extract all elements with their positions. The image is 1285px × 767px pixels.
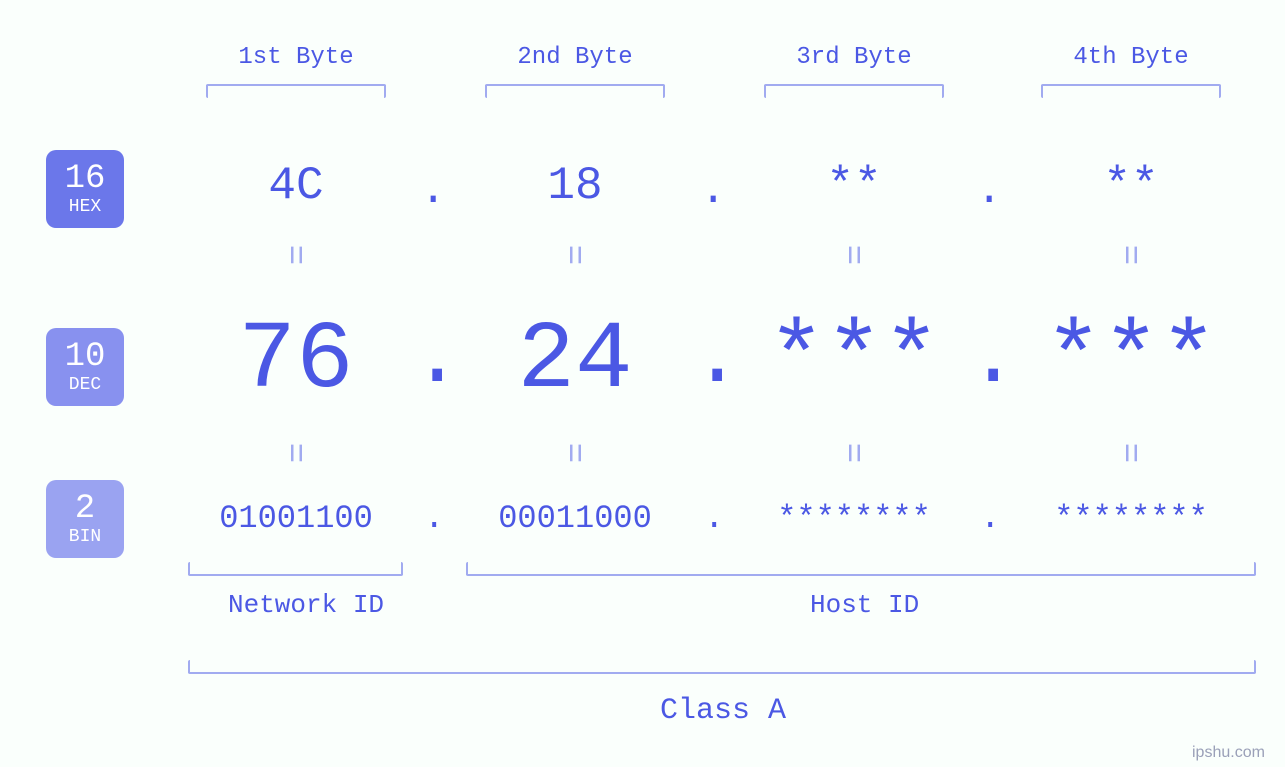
dec-dot-1: . [412, 312, 462, 407]
badge-dec: 10 DEC [46, 328, 124, 406]
bracket-class [188, 660, 1256, 674]
hex-byte-3: ** [794, 160, 914, 212]
bin-byte-4: ******** [1011, 500, 1251, 537]
eq-upper-3: = [832, 245, 870, 265]
byte-label-3: 3rd Byte [794, 44, 914, 71]
label-host: Host ID [810, 590, 919, 620]
badge-hex-num: 16 [65, 162, 106, 196]
bracket-host [466, 562, 1256, 576]
dec-byte-1: 76 [196, 306, 396, 415]
eq-lower-3: = [832, 443, 870, 463]
eq-upper-1: = [274, 245, 312, 265]
badge-bin: 2 BIN [46, 480, 124, 558]
bin-byte-3: ******** [734, 500, 974, 537]
ip-diagram: 1st Byte 2nd Byte 3rd Byte 4th Byte 16 H… [0, 0, 1285, 767]
bin-byte-2: 00011000 [455, 500, 695, 537]
bracket-network [188, 562, 403, 576]
hex-byte-2: 18 [515, 160, 635, 212]
byte-label-1: 1st Byte [236, 44, 356, 71]
eq-lower-2: = [553, 443, 591, 463]
hex-byte-1: 4C [236, 160, 356, 212]
eq-upper-4: = [1109, 245, 1147, 265]
dec-dot-3: . [968, 312, 1018, 407]
bin-dot-1: . [424, 500, 444, 538]
hex-dot-2: . [700, 166, 726, 216]
hex-byte-4: ** [1071, 160, 1191, 212]
bin-dot-2: . [704, 500, 724, 538]
hex-dot-1: . [420, 166, 446, 216]
watermark: ipshu.com [1192, 744, 1265, 762]
badge-bin-num: 2 [75, 492, 95, 526]
eq-upper-2: = [553, 245, 591, 265]
bracket-top-4 [1041, 84, 1221, 98]
badge-bin-txt: BIN [69, 528, 101, 546]
badge-hex-txt: HEX [69, 198, 101, 216]
label-class: Class A [660, 694, 786, 728]
byte-label-2: 2nd Byte [515, 44, 635, 71]
badge-dec-txt: DEC [69, 376, 101, 394]
bracket-top-2 [485, 84, 665, 98]
label-network: Network ID [228, 590, 384, 620]
dec-byte-3: *** [754, 306, 954, 415]
dec-dot-2: . [692, 312, 742, 407]
eq-lower-4: = [1109, 443, 1147, 463]
badge-dec-num: 10 [65, 340, 106, 374]
badge-hex: 16 HEX [46, 150, 124, 228]
bracket-top-1 [206, 84, 386, 98]
dec-byte-2: 24 [475, 306, 675, 415]
bracket-top-3 [764, 84, 944, 98]
bin-dot-3: . [980, 500, 1000, 538]
hex-dot-3: . [976, 166, 1002, 216]
eq-lower-1: = [274, 443, 312, 463]
bin-byte-1: 01001100 [176, 500, 416, 537]
dec-byte-4: *** [1031, 306, 1231, 415]
byte-label-4: 4th Byte [1071, 44, 1191, 71]
